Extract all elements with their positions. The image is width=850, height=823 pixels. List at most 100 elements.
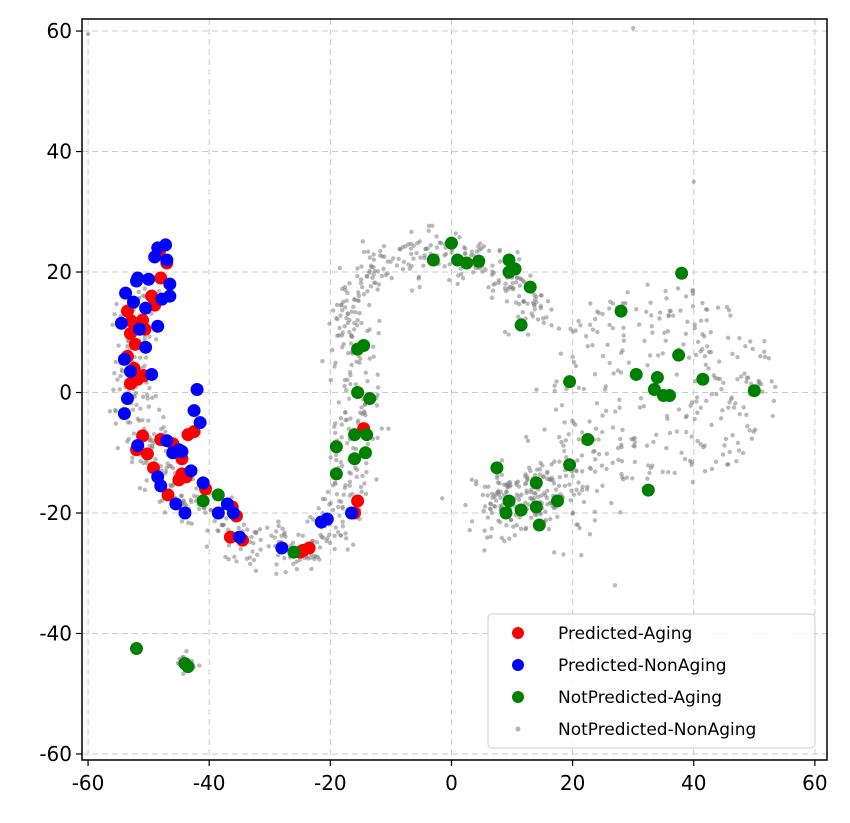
notpredicted-nonaging-point [532, 472, 538, 478]
notpredicted-nonaging-point [245, 527, 250, 532]
notpredicted-nonaging-point [607, 360, 612, 366]
notpredicted-nonaging-point [110, 322, 115, 328]
notpredicted-nonaging-point [381, 266, 386, 272]
notpredicted-aging-point [614, 304, 628, 318]
notpredicted-nonaging-point [515, 314, 521, 320]
notpredicted-nonaging-point [426, 223, 432, 228]
notpredicted-nonaging-point [275, 553, 281, 558]
notpredicted-nonaging-point [374, 403, 380, 408]
notpredicted-nonaging-point [144, 478, 149, 483]
notpredicted-nonaging-point [486, 484, 491, 489]
notpredicted-nonaging-point [458, 266, 463, 271]
notpredicted-nonaging-point [355, 266, 360, 271]
notpredicted-nonaging-point [730, 351, 735, 357]
notpredicted-nonaging-point [364, 460, 369, 466]
notpredicted-aging-point [508, 262, 522, 276]
notpredicted-nonaging-point [702, 354, 708, 359]
notpredicted-nonaging-point [575, 458, 580, 463]
notpredicted-aging-point [550, 494, 564, 508]
notpredicted-nonaging-point [489, 295, 495, 301]
notpredicted-nonaging-point [734, 458, 739, 464]
notpredicted-nonaging-point [327, 540, 333, 546]
predicted-aging-point [128, 337, 142, 351]
notpredicted-nonaging-point [534, 387, 539, 392]
notpredicted-nonaging-point [364, 469, 369, 475]
notpredicted-nonaging-point [626, 360, 632, 365]
notpredicted-nonaging-point [342, 305, 348, 310]
notpredicted-nonaging-point [758, 353, 763, 359]
notpredicted-nonaging-points [85, 25, 778, 677]
legend: Predicted-Aging Predicted-NonAging NotPred… [487, 613, 816, 749]
notpredicted-nonaging-point [735, 440, 741, 446]
notpredicted-nonaging-point [153, 393, 158, 399]
notpredicted-nonaging-point [549, 323, 554, 328]
notpredicted-nonaging-point [153, 456, 158, 462]
notpredicted-nonaging-point [568, 326, 573, 332]
notpredicted-nonaging-point [724, 304, 730, 310]
notpredicted-nonaging-point [153, 337, 159, 342]
notpredicted-nonaging-point [216, 528, 221, 534]
notpredicted-nonaging-point [344, 536, 349, 541]
predicted-nonaging-point [131, 439, 145, 453]
notpredicted-nonaging-point [576, 437, 582, 442]
notpredicted-nonaging-point [497, 249, 502, 254]
notpredicted-nonaging-point [336, 400, 341, 405]
notpredicted-nonaging-point [327, 321, 332, 326]
notpredicted-nonaging-point [189, 499, 194, 505]
notpredicted-nonaging-point [184, 648, 189, 654]
notpredicted-nonaging-point [544, 502, 550, 507]
notpredicted-nonaging-point [692, 416, 697, 422]
notpredicted-nonaging-point [563, 438, 569, 443]
notpredicted-aging-point [358, 446, 372, 460]
notpredicted-nonaging-point [332, 424, 337, 429]
notpredicted-nonaging-point [374, 477, 379, 482]
notpredicted-nonaging-point [745, 423, 750, 429]
notpredicted-nonaging-point [112, 371, 117, 376]
notpredicted-nonaging-point [514, 482, 519, 487]
notpredicted-nonaging-point [618, 370, 624, 375]
notpredicted-nonaging-point [337, 265, 342, 271]
notpredicted-nonaging-point [654, 432, 659, 437]
notpredicted-nonaging-point [463, 502, 468, 508]
notpredicted-nonaging-point [632, 435, 637, 441]
notpredicted-nonaging-point [683, 331, 689, 337]
notpredicted-nonaging-point [375, 435, 380, 441]
notpredicted-nonaging-point [619, 471, 624, 477]
notpredicted-nonaging-point [409, 288, 415, 293]
notpredicted-nonaging-point [691, 179, 696, 184]
predicted-nonaging-point [211, 506, 225, 520]
notpredicted-nonaging-point [368, 284, 374, 289]
notpredicted-nonaging-point [528, 515, 534, 520]
notpredicted-nonaging-point [503, 281, 508, 286]
notpredicted-nonaging-point [506, 480, 512, 485]
notpredicted-nonaging-point [549, 307, 554, 312]
notpredicted-nonaging-point [357, 310, 362, 316]
notpredicted-nonaging-point [516, 497, 522, 502]
notpredicted-nonaging-point [581, 499, 587, 505]
notpredicted-nonaging-point [492, 504, 498, 509]
notpredicted-nonaging-point [192, 493, 197, 499]
notpredicted-nonaging-point [481, 508, 486, 514]
predicted-nonaging-point [275, 541, 289, 555]
notpredicted-nonaging-point [486, 285, 491, 290]
predicted-nonaging-point [117, 407, 131, 421]
notpredicted-nonaging-point [617, 436, 623, 442]
notpredicted-nonaging-point [482, 504, 488, 509]
notpredicted-nonaging-point [642, 338, 647, 344]
notpredicted-nonaging-point [520, 310, 526, 315]
notpredicted-nonaging-point [686, 355, 692, 360]
notpredicted-nonaging-point [342, 377, 348, 383]
notpredicted-nonaging-point [398, 247, 403, 252]
notpredicted-nonaging-point [573, 363, 579, 369]
notpredicted-nonaging-point [409, 263, 414, 269]
notpredicted-nonaging-point [552, 459, 557, 464]
notpredicted-nonaging-point [360, 285, 365, 290]
notpredicted-nonaging-point [607, 306, 612, 311]
notpredicted-nonaging-point [159, 498, 165, 503]
notpredicted-aging-point [663, 389, 677, 403]
notpredicted-nonaging-point [708, 330, 713, 335]
notpredicted-nonaging-point [728, 313, 733, 318]
notpredicted-nonaging-point [545, 471, 550, 476]
notpredicted-nonaging-point [409, 251, 414, 257]
